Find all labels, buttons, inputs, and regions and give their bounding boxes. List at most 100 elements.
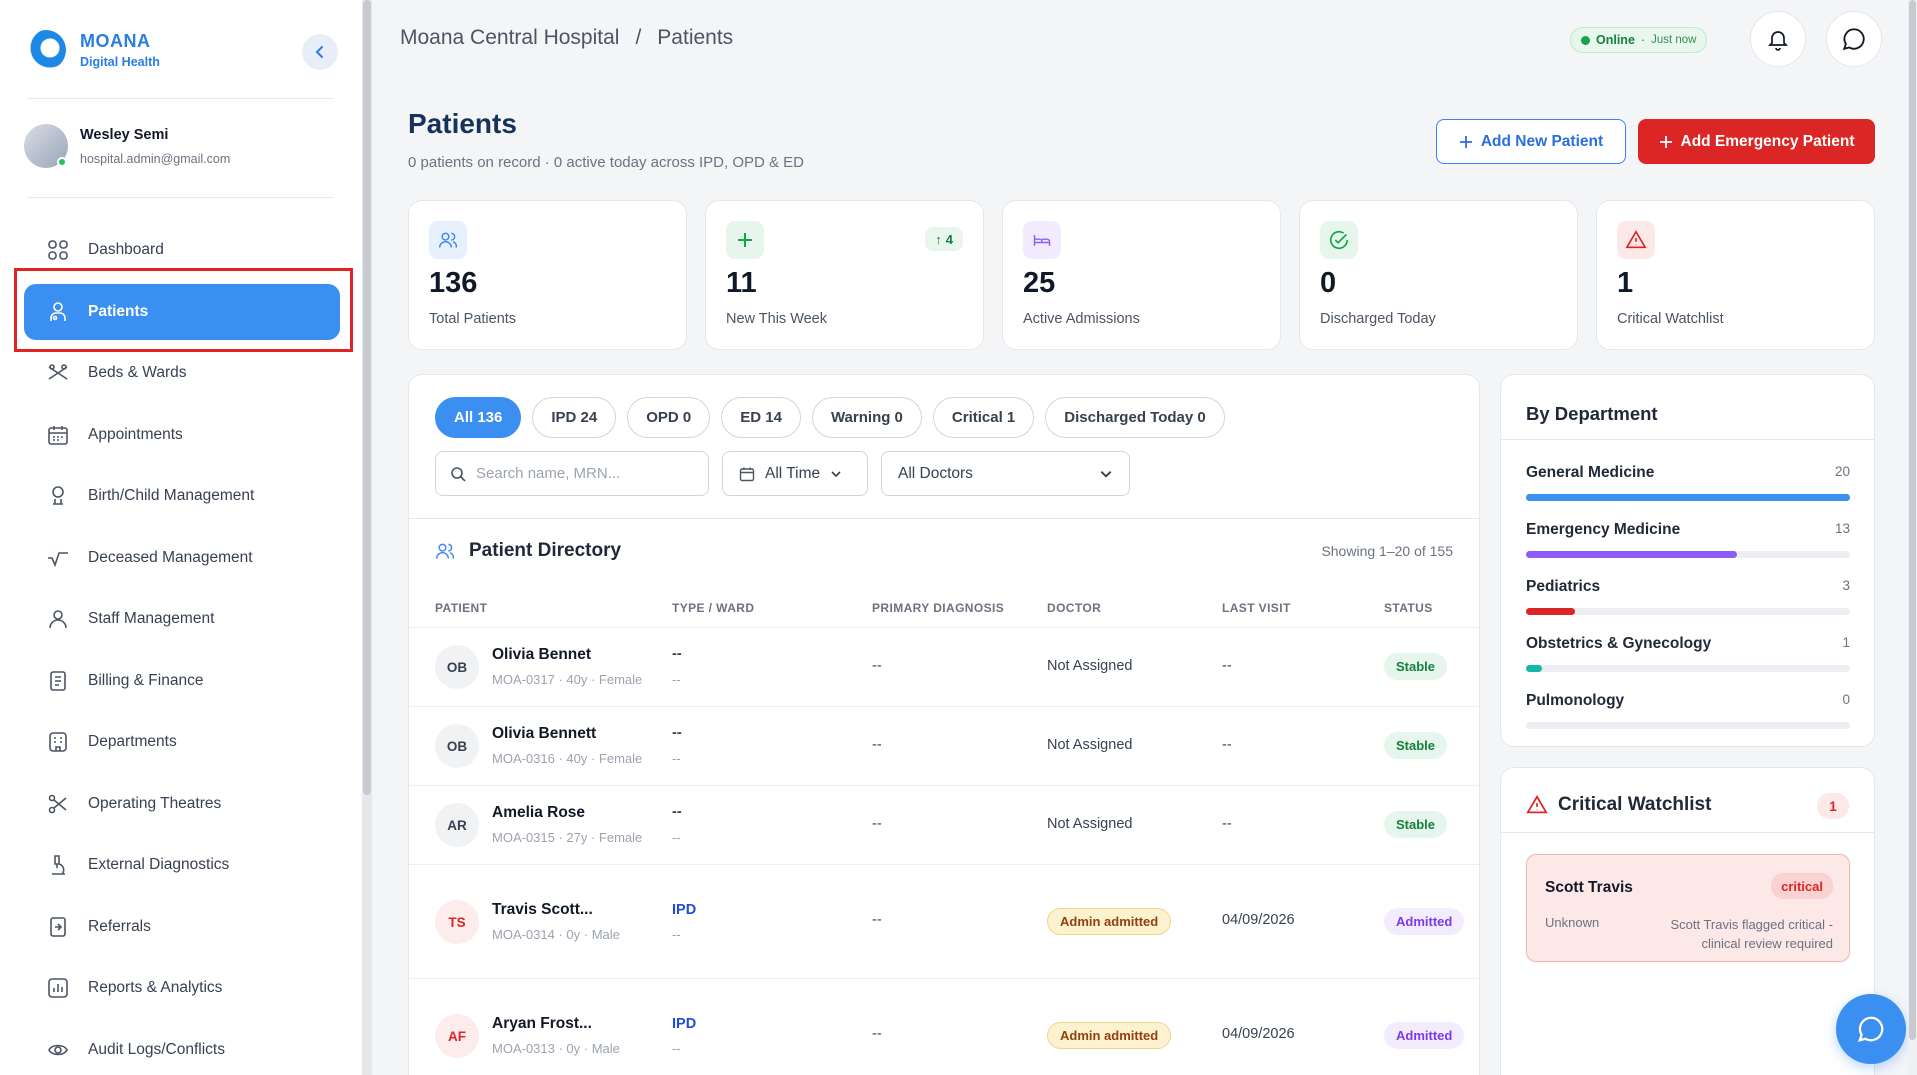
main-scrollbar[interactable] bbox=[1908, 0, 1917, 1075]
watchlist-patient-card[interactable]: Scott Travis critical Unknown Scott Trav… bbox=[1526, 854, 1850, 962]
search-icon bbox=[451, 466, 466, 482]
patient-name[interactable]: Aryan Frost... bbox=[492, 1015, 592, 1032]
stat-critical-watchlist[interactable]: 1 Critical Watchlist bbox=[1596, 200, 1875, 350]
sidebar-item-external-diagnostics[interactable]: External Diagnostics bbox=[24, 837, 340, 893]
doctor-badge: Admin admitted bbox=[1047, 1022, 1172, 1049]
time-range-value: All Time bbox=[765, 464, 821, 482]
sidebar-item-staff[interactable]: Staff Management bbox=[24, 591, 340, 647]
filter-warning[interactable]: Warning 0 bbox=[811, 397, 922, 438]
user-profile[interactable]: Wesley Semi hospital.admin@gmail.com bbox=[24, 124, 230, 168]
stat-total-patients[interactable]: 136 Total Patients bbox=[408, 200, 687, 350]
department-count: 1 bbox=[1842, 635, 1850, 650]
stat-new-this-week[interactable]: ↑ 4 11 New This Week bbox=[705, 200, 984, 350]
brand[interactable]: MOANA Digital Health bbox=[26, 30, 160, 70]
doctor-select[interactable]: All Doctors bbox=[881, 451, 1130, 496]
stat-label: New This Week bbox=[726, 311, 827, 327]
stat-discharged-today[interactable]: 0 Discharged Today bbox=[1299, 200, 1578, 350]
sidebar-item-label: Operating Theatres bbox=[88, 794, 222, 812]
department-row[interactable]: Obstetrics & Gynecology 1 bbox=[1526, 635, 1850, 672]
building-icon bbox=[49, 732, 67, 752]
divider bbox=[28, 197, 334, 198]
patient-type: -- bbox=[672, 725, 682, 741]
search-input[interactable] bbox=[476, 465, 686, 482]
chat-bubble-icon bbox=[1857, 1016, 1884, 1042]
table-row[interactable]: OB Olivia Bennett MOA-0316 · 40y · Femal… bbox=[409, 706, 1479, 785]
filter-discharged-today[interactable]: Discharged Today 0 bbox=[1045, 397, 1225, 438]
scrollbar-thumb[interactable] bbox=[363, 0, 371, 795]
sidebar-item-birth-child[interactable]: Birth/Child Management bbox=[24, 468, 340, 524]
patient-name[interactable]: Travis Scott... bbox=[492, 901, 593, 918]
stat-active-admissions[interactable]: 25 Active Admissions bbox=[1002, 200, 1281, 350]
sidebar-item-beds-wards[interactable]: Beds & Wards bbox=[24, 345, 340, 401]
filter-all[interactable]: All 136 bbox=[435, 397, 522, 438]
primary-diagnosis: -- bbox=[872, 1026, 882, 1042]
primary-diagnosis: -- bbox=[872, 912, 882, 928]
sidebar-item-dashboard[interactable]: Dashboard bbox=[24, 222, 340, 278]
sidebar-item-audit-logs[interactable]: Audit Logs/Conflicts bbox=[24, 1022, 340, 1075]
department-row[interactable]: Pulmonology 0 bbox=[1526, 692, 1850, 729]
filter-ipd[interactable]: IPD 24 bbox=[532, 397, 617, 438]
filter-opd[interactable]: OPD 0 bbox=[627, 397, 711, 438]
add-emergency-patient-button[interactable]: Add Emergency Patient bbox=[1638, 119, 1875, 164]
invoice-icon bbox=[50, 670, 66, 691]
pagination-summary: Showing 1–20 of 155 bbox=[1321, 543, 1453, 559]
patient-name[interactable]: Amelia Rose bbox=[492, 804, 586, 821]
sidebar-item-deceased[interactable]: Deceased Management bbox=[24, 530, 340, 586]
chevron-down-icon bbox=[1100, 470, 1112, 478]
column-header[interactable]: DOCTOR bbox=[1047, 601, 1102, 615]
sidebar-item-label: Audit Logs/Conflicts bbox=[88, 1040, 225, 1058]
table-row[interactable]: TS Travis Scott... MOA-0314 · 0y · Male … bbox=[409, 864, 1479, 978]
doctor-badge: Admin admitted bbox=[1047, 908, 1172, 935]
column-header[interactable]: PATIENT bbox=[435, 601, 488, 615]
last-visit: -- bbox=[1222, 658, 1232, 674]
filter-critical[interactable]: Critical 1 bbox=[932, 397, 1035, 438]
patient-name[interactable]: Olivia Bennett bbox=[492, 725, 597, 742]
department-row[interactable]: General Medicine 20 bbox=[1526, 464, 1850, 501]
department-name: Obstetrics & Gynecology bbox=[1526, 635, 1712, 652]
collapse-sidebar-button[interactable] bbox=[302, 34, 338, 70]
sidebar-item-reports[interactable]: Reports & Analytics bbox=[24, 960, 340, 1016]
sidebar-item-label: External Diagnostics bbox=[88, 856, 230, 873]
column-header[interactable]: LAST VISIT bbox=[1222, 601, 1291, 615]
patient-type: IPD bbox=[672, 902, 697, 918]
search-box[interactable] bbox=[435, 451, 709, 496]
time-range-select[interactable]: All Time bbox=[722, 451, 868, 496]
notifications-button[interactable] bbox=[1750, 11, 1806, 67]
stat-label: Critical Watchlist bbox=[1617, 311, 1724, 327]
sidebar-item-label: Staff Management bbox=[88, 610, 215, 627]
add-new-patient-button[interactable]: Add New Patient bbox=[1436, 119, 1626, 164]
breadcrumb: Moana Central Hospital / Patients bbox=[400, 26, 733, 50]
sidebar-item-billing[interactable]: Billing & Finance bbox=[24, 653, 340, 709]
sidebar-item-appointments[interactable]: Appointments bbox=[24, 407, 340, 463]
sidebar-nav: Dashboard Patients Beds & Wards Appointm… bbox=[24, 222, 340, 1075]
chat-support-button[interactable] bbox=[1836, 994, 1906, 1064]
brand-subtitle: Digital Health bbox=[80, 55, 160, 69]
department-bar-track bbox=[1526, 608, 1850, 615]
breadcrumb-root[interactable]: Moana Central Hospital bbox=[400, 26, 620, 49]
sidebar-item-patients[interactable]: Patients bbox=[24, 283, 340, 340]
sidebar-item-operating-theatres[interactable]: Operating Theatres bbox=[24, 776, 340, 832]
sidebar-item-referrals[interactable]: Referrals bbox=[24, 899, 340, 955]
scrollbar-thumb[interactable] bbox=[1909, 0, 1916, 1040]
column-header[interactable]: PRIMARY DIAGNOSIS bbox=[872, 601, 1005, 615]
department-row[interactable]: Pediatrics 3 bbox=[1526, 578, 1850, 615]
table-row[interactable]: AF Aryan Frost... MOA-0313 · 0y · Male I… bbox=[409, 978, 1479, 1075]
filter-ed[interactable]: ED 14 bbox=[721, 397, 801, 438]
sidebar-item-label: Departments bbox=[88, 733, 177, 750]
table-row[interactable]: OB Olivia Bennet MOA-0317 · 40y · Female… bbox=[409, 627, 1479, 706]
trend-badge: ↑ 4 bbox=[925, 227, 963, 251]
user-name: Wesley Semi bbox=[80, 126, 169, 143]
table-row[interactable]: AR Amelia Rose MOA-0315 · 27y · Female -… bbox=[409, 785, 1479, 864]
department-row[interactable]: Emergency Medicine 13 bbox=[1526, 521, 1850, 558]
patient-name[interactable]: Olivia Bennet bbox=[492, 646, 592, 663]
stat-value: 0 bbox=[1320, 267, 1337, 299]
sidebar-scrollbar[interactable] bbox=[362, 0, 372, 1075]
patient-avatar: OB bbox=[435, 724, 479, 768]
messages-button[interactable] bbox=[1826, 11, 1882, 67]
watchlist-count-badge: 1 bbox=[1817, 793, 1849, 819]
column-header[interactable]: STATUS bbox=[1384, 601, 1433, 615]
sidebar-item-label: Billing & Finance bbox=[88, 671, 204, 689]
last-visit: -- bbox=[1222, 737, 1232, 753]
column-header[interactable]: TYPE / WARD bbox=[672, 601, 755, 615]
sidebar-item-departments[interactable]: Departments bbox=[24, 714, 340, 770]
